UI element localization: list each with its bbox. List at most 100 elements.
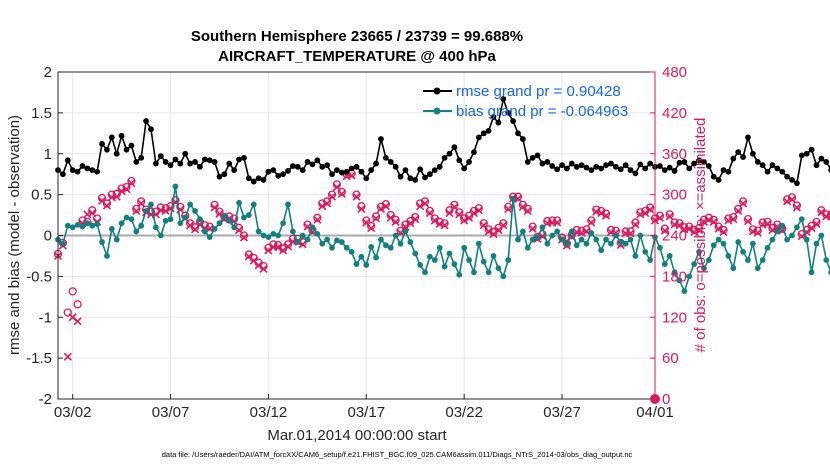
rmse-point bbox=[382, 154, 389, 161]
bias-point bbox=[549, 232, 556, 239]
obs-assimilated-marker bbox=[699, 217, 708, 226]
bias-point bbox=[813, 240, 820, 247]
rmse-point bbox=[784, 173, 791, 180]
obs-possible-marker bbox=[665, 210, 674, 219]
bias-point bbox=[157, 232, 164, 239]
y-right-tick-label: 240 bbox=[662, 228, 687, 245]
y-right-tick-label: 120 bbox=[662, 309, 687, 326]
rmse-point bbox=[495, 119, 502, 126]
rmse-point bbox=[642, 165, 649, 172]
obs-possible-marker bbox=[132, 204, 141, 214]
rmse-point bbox=[583, 164, 590, 171]
rmse-point bbox=[794, 180, 800, 187]
obs-assimilated-marker bbox=[210, 203, 219, 212]
rmse-point bbox=[803, 150, 810, 157]
rmse-point bbox=[691, 160, 698, 167]
rmse-point bbox=[94, 168, 101, 175]
chart-title: Southern Hemisphere 23665 / 23739 = 99.6… bbox=[191, 28, 523, 45]
bias-point bbox=[427, 253, 433, 260]
obs-assimilated-marker bbox=[239, 233, 249, 242]
bias-point bbox=[226, 217, 233, 224]
rmse-point bbox=[392, 163, 399, 170]
bias-point bbox=[818, 232, 825, 239]
bias-point bbox=[735, 239, 742, 245]
bias-point bbox=[676, 277, 683, 284]
bias-point bbox=[402, 228, 409, 235]
data-file-footer: data file: /Users/raeder/DAI/ATM_forcXX/… bbox=[162, 450, 633, 459]
bias-point bbox=[759, 257, 766, 263]
obs-assimilated-marker bbox=[631, 220, 640, 229]
bias-point bbox=[436, 244, 443, 251]
rmse-point bbox=[749, 150, 756, 157]
rmse-point bbox=[573, 163, 580, 170]
obs-assimilated-marker bbox=[739, 199, 748, 208]
x-tick-label: 03/12 bbox=[250, 404, 288, 421]
rmse-point bbox=[216, 173, 223, 180]
obs-assimilated-marker bbox=[161, 206, 170, 216]
bias-point bbox=[250, 201, 257, 208]
legend-rmse-marker bbox=[433, 87, 441, 95]
y-tick-label: -1.5 bbox=[26, 350, 52, 367]
rmse-point bbox=[656, 163, 663, 169]
obs-assimilated-marker bbox=[323, 199, 332, 208]
rmse-point bbox=[681, 159, 688, 165]
rmse-point bbox=[99, 141, 105, 147]
obs-assimilated-marker bbox=[665, 212, 674, 221]
bias-point bbox=[794, 224, 800, 231]
rmse-point bbox=[549, 163, 556, 169]
rmse-point bbox=[735, 149, 742, 156]
obs-assimilated-marker bbox=[318, 202, 327, 211]
bias-point bbox=[412, 250, 419, 257]
obs-assimilated-marker bbox=[416, 202, 425, 211]
rmse-point bbox=[192, 159, 198, 165]
rmse-point bbox=[241, 154, 247, 161]
bias-point bbox=[104, 253, 110, 259]
bias-point bbox=[696, 248, 702, 255]
obs-assimilated-marker bbox=[783, 197, 792, 206]
rmse-point bbox=[617, 166, 624, 173]
rmse-point bbox=[314, 157, 321, 164]
obs-assimilated-marker bbox=[445, 208, 454, 218]
obs-assimilated-marker bbox=[381, 202, 390, 211]
y-tick-label: -1 bbox=[39, 309, 52, 326]
obs-possible-marker bbox=[709, 215, 718, 224]
obs-assimilated-marker bbox=[63, 352, 72, 361]
bias-point bbox=[583, 240, 590, 247]
bias-point bbox=[118, 220, 125, 227]
obs-assimilated-marker bbox=[577, 228, 586, 237]
rmse-point bbox=[338, 169, 345, 176]
rmse-point bbox=[148, 126, 154, 133]
obs-assimilated-marker bbox=[440, 221, 449, 230]
rmse-point bbox=[162, 159, 169, 165]
bias-point bbox=[598, 247, 605, 254]
bias-point bbox=[245, 212, 252, 218]
rmse-point bbox=[720, 167, 727, 174]
rmse-point bbox=[309, 161, 316, 168]
bias-point bbox=[358, 253, 365, 260]
rmse-point bbox=[143, 118, 149, 124]
bias-point bbox=[578, 236, 585, 243]
rmse-point bbox=[353, 163, 360, 170]
bias-point bbox=[622, 240, 629, 247]
rmse-point bbox=[764, 168, 771, 175]
bias-point bbox=[495, 265, 502, 272]
rmse-point bbox=[544, 159, 551, 165]
bias-point bbox=[544, 240, 551, 247]
bias-point bbox=[113, 236, 120, 243]
rmse-point bbox=[466, 159, 472, 165]
rmse-point bbox=[519, 136, 526, 142]
rmse-point bbox=[608, 160, 614, 167]
bias-point bbox=[162, 217, 169, 224]
obs-assimilated-marker bbox=[753, 228, 762, 237]
obs-possible-marker bbox=[137, 197, 146, 206]
obs-possible-marker bbox=[352, 190, 361, 199]
obs-possible-marker bbox=[337, 187, 346, 197]
bias-point bbox=[656, 244, 663, 251]
x-tick-label: 03/02 bbox=[54, 404, 92, 421]
obs-possible-marker bbox=[283, 240, 293, 249]
bias-point bbox=[211, 226, 218, 232]
bias-point bbox=[309, 224, 316, 231]
bias-point bbox=[69, 224, 76, 231]
obs-assimilated-marker bbox=[787, 195, 797, 204]
obs-possible-marker bbox=[812, 217, 821, 227]
